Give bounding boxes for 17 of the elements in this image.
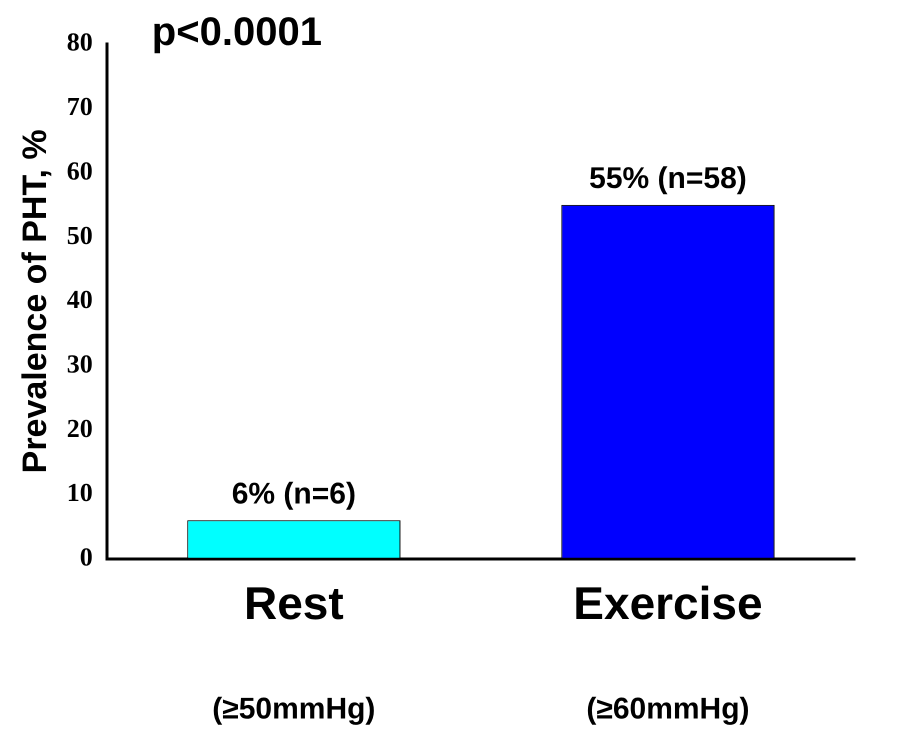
y-tick-label: 30 (66, 349, 93, 378)
data-label: 55% (n=58) (589, 162, 747, 196)
y-tick-label: 10 (66, 478, 93, 508)
y-axis-title: Prevalence of PHT, % (16, 129, 54, 474)
y-tick-label: 40 (66, 285, 93, 314)
data-label: 6% (n=6) (232, 477, 356, 510)
y-tick-label: 70 (66, 92, 93, 122)
text: (≥50mmHg) (212, 692, 376, 726)
y-tick-label: 60 (66, 156, 93, 186)
y-tick-label: 80 (66, 28, 93, 57)
y-tick-label: 20 (66, 414, 93, 443)
x-tick-label: Rest (244, 577, 344, 630)
text: (≥60mmHg) (586, 692, 750, 726)
x-tick-label: Exercise (573, 577, 763, 630)
y-tick-label: 0 (80, 542, 93, 572)
annotation: p<0.0001 (152, 10, 322, 54)
y-tick-label: 50 (66, 220, 93, 250)
